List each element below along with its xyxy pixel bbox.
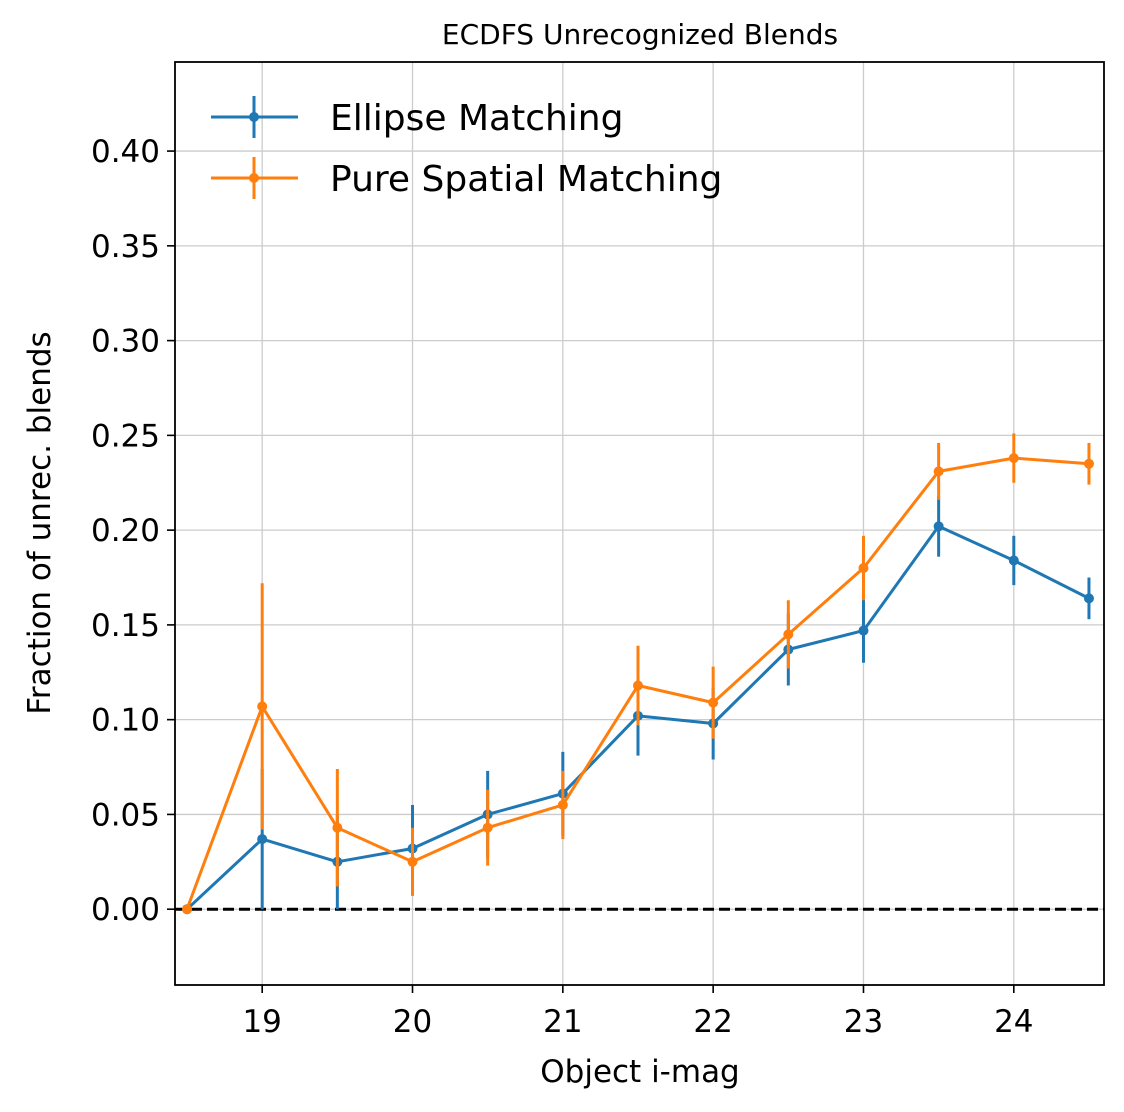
legend-entry: Ellipse Matching	[211, 96, 623, 139]
legend-entry: Pure Spatial Matching	[211, 157, 722, 200]
y-axis-label: Fraction of unrec. blends	[22, 331, 58, 714]
legend: Ellipse Matching Pure Spatial Matching	[211, 96, 722, 200]
x-tick-label: 22	[693, 1004, 732, 1040]
x-tick-label: 20	[393, 1004, 432, 1040]
legend-marker	[249, 112, 259, 122]
data-point	[933, 466, 944, 477]
y-tick-label: 0.05	[91, 797, 160, 833]
data-point	[858, 563, 869, 574]
y-tick-label: 0.25	[91, 418, 160, 454]
data-point	[407, 856, 418, 867]
axis-ticks: 19 20 21 22 23 24 0.00 0.05 0.10 0.15 0.20 0.25 0.30…	[91, 134, 1034, 1040]
y-tick-label: 0.15	[91, 608, 160, 644]
data-point	[257, 701, 268, 712]
y-tick-label: 0.30	[91, 324, 160, 360]
x-tick-label: 19	[242, 1004, 281, 1040]
data-point	[557, 799, 568, 810]
data-point	[632, 680, 643, 691]
x-tick-label: 24	[994, 1004, 1033, 1040]
y-tick-label: 0.35	[91, 229, 160, 265]
y-tick-label: 0.00	[91, 892, 160, 928]
legend-label: Pure Spatial Matching	[330, 159, 722, 200]
data-point	[1008, 555, 1019, 566]
legend-label: Ellipse Matching	[330, 98, 623, 139]
data-point	[1008, 453, 1019, 464]
y-tick-label: 0.10	[91, 703, 160, 739]
series-pure-spatial-matching	[182, 433, 1094, 915]
data-point	[332, 822, 343, 833]
plot-frame	[174, 61, 1105, 986]
x-tick-label: 23	[844, 1004, 883, 1040]
y-tick-label: 0.20	[91, 513, 160, 549]
data-point	[182, 904, 193, 915]
data-point	[257, 834, 268, 845]
data-point	[783, 629, 794, 640]
data-point	[1083, 458, 1094, 469]
chart-title: ECDFS Unrecognized Blends	[442, 18, 838, 51]
x-axis-label: Object i-mag	[540, 1054, 740, 1090]
data-point	[708, 697, 719, 708]
y-tick-label: 0.40	[91, 134, 160, 170]
legend-marker	[249, 173, 259, 183]
x-tick-label: 21	[543, 1004, 582, 1040]
data-point	[858, 625, 869, 636]
series-layer	[182, 433, 1094, 915]
data-point	[933, 521, 944, 532]
data-point	[482, 822, 493, 833]
data-point	[1083, 593, 1094, 604]
